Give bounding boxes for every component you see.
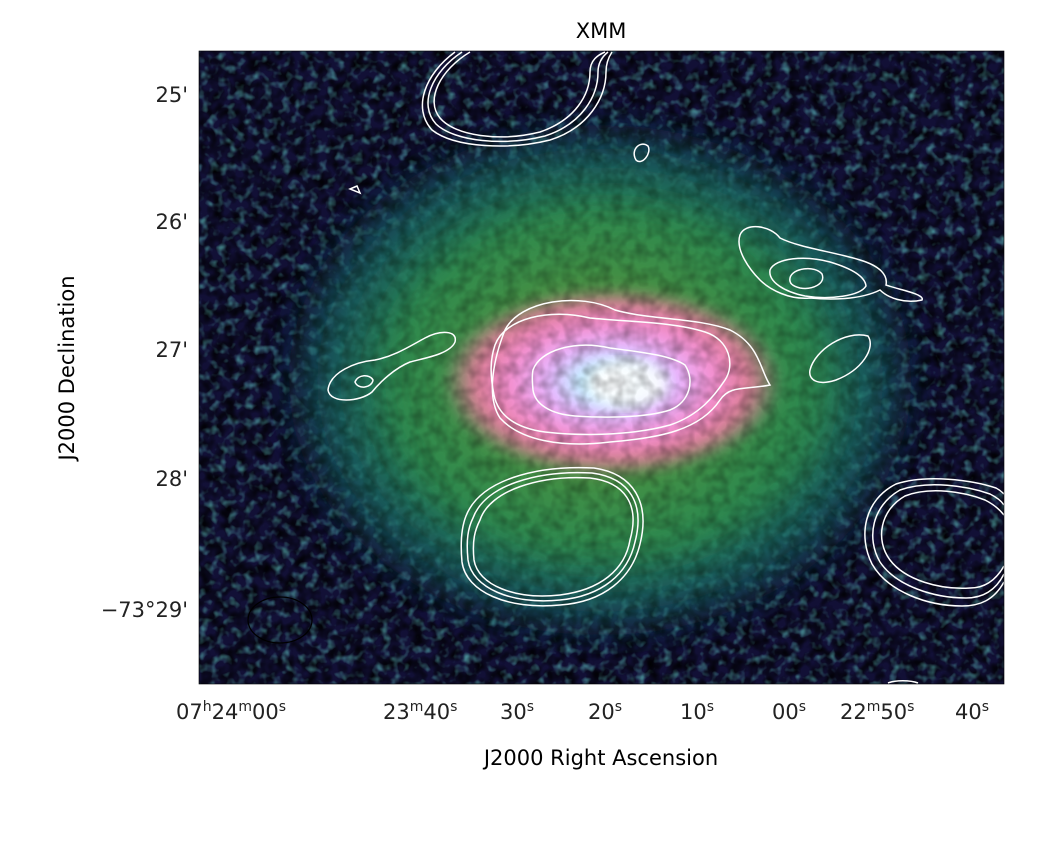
dec-tick-label-26: 26' [155,210,189,234]
radio-contours [327,51,1004,684]
ra-tick-label-40: 40s [955,699,990,724]
ra-tick-label-2340: 23m40s [383,699,458,724]
x-axis-label: J2000 Right Ascension [482,746,718,770]
ra-tick-label-30: 30s [500,699,535,724]
dec-tick-label-27: 27' [155,338,189,362]
beam-ellipse [247,596,313,644]
xmm-image [199,51,1004,684]
dec-tick-label-29: −73°29' [100,598,188,622]
dec-tick-label-25: 25' [155,83,189,107]
y-axis-label: J2000 Declination [55,275,79,462]
ra-tick-label-2250: 22m50s [840,699,915,724]
ra-tick-label-00: 00s [772,699,807,724]
ra-tick-label-072400: 07h24m00s [176,699,287,724]
dec-tick-label-28: 28' [155,467,189,491]
plot-frame [198,50,1005,685]
ra-tick-label-10: 10s [680,699,715,724]
figure-title: XMM [576,19,627,43]
ra-tick-label-20: 20s [588,699,623,724]
